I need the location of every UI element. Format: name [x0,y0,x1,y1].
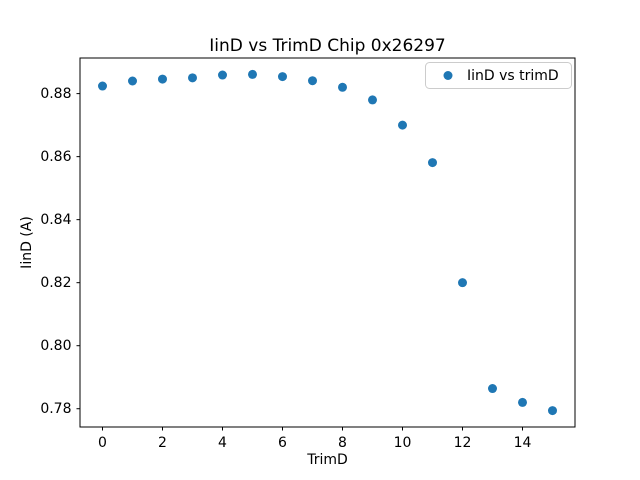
data-point [458,278,467,288]
x-tick-label: 6 [278,435,287,451]
legend-entry-label: IinD vs trimD [467,68,559,84]
data-point [188,73,197,83]
y-tick-label: 0.80 [40,338,71,354]
data-point [278,72,287,82]
x-tick-label: 12 [454,435,472,451]
y-tick-label: 0.88 [40,86,71,102]
x-tick-label: 4 [218,435,227,451]
axes-spines [79,57,576,428]
chart-title: IinD vs TrimD Chip 0x26297 [209,36,446,56]
data-point [248,69,257,79]
legend-box [425,62,572,89]
data-point [308,76,317,86]
x-axis-ticks: 0 2 4 6 8 10 12 14 [98,427,531,451]
data-point [368,95,377,105]
x-tick-label: 8 [338,435,347,451]
y-tick-label: 0.84 [40,212,71,228]
x-tick-label: 0 [98,435,107,451]
y-tick-label: 0.86 [40,149,71,165]
legend-marker-icon [443,71,453,80]
plot-area-border [79,57,576,428]
data-point [488,384,497,394]
data-point [428,158,437,168]
x-axis-label: TrimD [306,452,348,468]
data-point [338,82,347,92]
data-point [158,74,167,84]
data-point [548,406,557,416]
y-axis-label: IinD (A) [19,216,35,269]
x-tick-label: 10 [394,435,412,451]
y-axis-ticks: 0.78 0.80 0.82 0.84 0.86 0.88 [40,86,80,417]
data-points [98,69,557,416]
y-tick-label: 0.78 [40,401,71,417]
data-point [518,397,527,407]
data-point [128,76,137,86]
data-point [98,81,107,91]
x-tick-label: 14 [514,435,532,451]
legend: IinD vs trimD [425,62,572,89]
x-tick-label: 2 [158,435,167,451]
data-point [218,70,227,80]
data-point [398,120,407,130]
y-tick-label: 0.82 [40,275,71,291]
